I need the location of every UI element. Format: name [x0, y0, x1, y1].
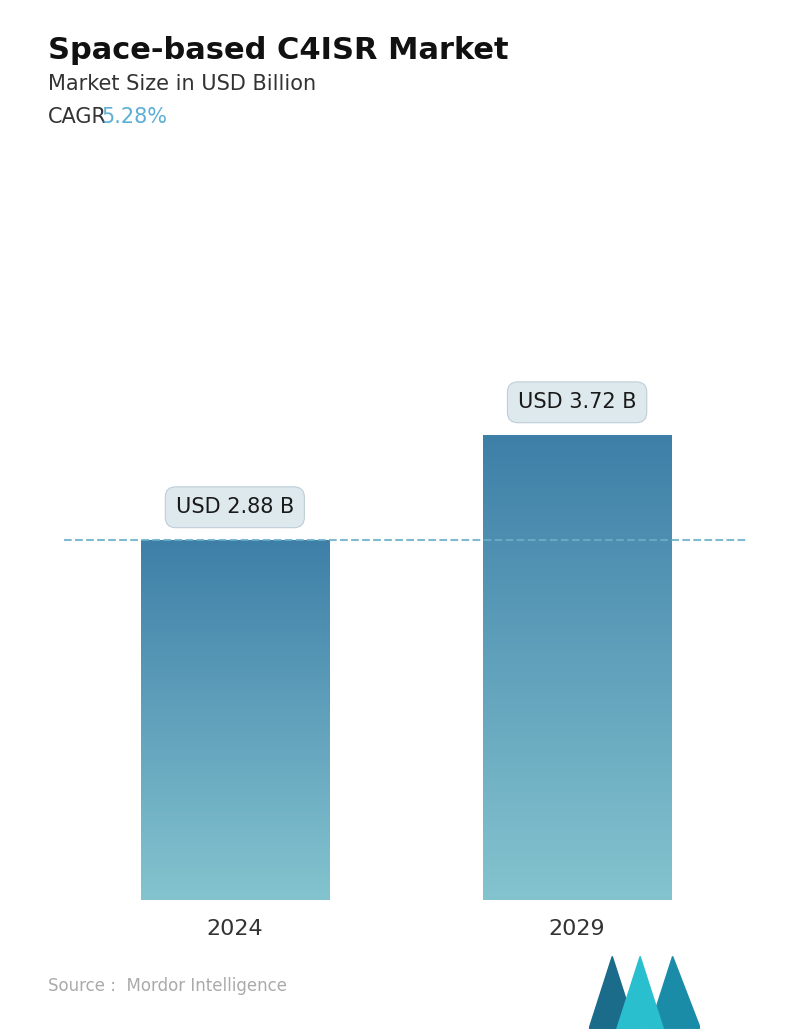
Text: USD 2.88 B: USD 2.88 B — [176, 497, 294, 517]
Text: 5.28%: 5.28% — [101, 107, 167, 126]
Text: USD 3.72 B: USD 3.72 B — [518, 392, 636, 413]
Polygon shape — [589, 956, 635, 1029]
Text: CAGR: CAGR — [48, 107, 107, 126]
Polygon shape — [617, 956, 663, 1029]
Text: Source :  Mordor Intelligence: Source : Mordor Intelligence — [48, 977, 287, 995]
Text: Space-based C4ISR Market: Space-based C4ISR Market — [48, 36, 509, 65]
Text: Market Size in USD Billion: Market Size in USD Billion — [48, 74, 316, 94]
Polygon shape — [650, 956, 700, 1029]
